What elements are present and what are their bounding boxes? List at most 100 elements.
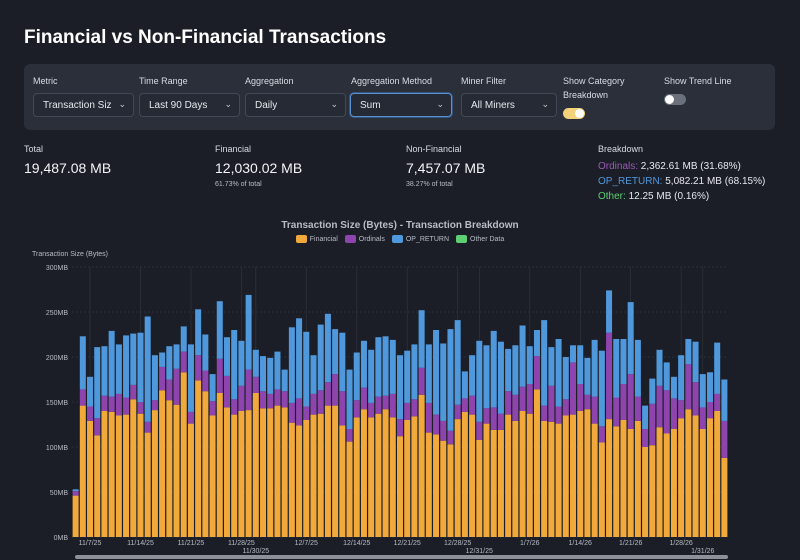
bar-financial: [584, 409, 591, 537]
bar-financial: [288, 422, 295, 537]
bar-ordinals: [94, 418, 101, 436]
bar-financial: [296, 425, 303, 537]
bar-financial: [505, 414, 512, 537]
bar-ordinals: [411, 399, 418, 417]
bar-financial: [151, 410, 158, 537]
bar-ordinals: [267, 393, 274, 409]
legend-item-other-data[interactable]: Other Data: [456, 235, 504, 243]
bar-op-return: [353, 352, 360, 401]
bar-ordinals: [389, 393, 396, 418]
bar-op-return: [570, 345, 577, 363]
bar-financial: [144, 432, 151, 537]
bar-op-return: [389, 339, 396, 394]
legend-item-ordinals[interactable]: Ordinals: [344, 235, 385, 243]
bar-ordinals: [418, 367, 425, 395]
other-value: 12.25 MB (0.16%): [628, 191, 710, 202]
bar-ordinals: [620, 384, 627, 420]
bar-op-return: [267, 357, 274, 394]
bar-financial: [570, 414, 577, 537]
bar-ordinals: [288, 402, 295, 423]
miner-filter-select[interactable]: All Miners ⌄: [461, 93, 557, 117]
aggregation-select[interactable]: Daily ⌄: [245, 93, 346, 117]
chevron-down-icon: ⌄: [436, 99, 444, 109]
bar-financial: [642, 447, 649, 537]
bar-ordinals: [627, 374, 634, 429]
aggregation-method-select[interactable]: Sum ⌄: [350, 93, 452, 117]
bar-ordinals: [360, 387, 367, 410]
legend-item-op-return[interactable]: OP_RETURN: [391, 235, 449, 243]
trend-line-toggle[interactable]: [664, 94, 686, 105]
bar-op-return: [490, 330, 497, 408]
bar-ordinals: [699, 407, 706, 429]
ordinals-name: Ordinals:: [598, 161, 639, 172]
stat-value: 12,030.02 MB: [215, 160, 303, 176]
stat-label: Total: [24, 144, 44, 154]
bar-financial: [260, 408, 267, 537]
bar-financial: [245, 410, 252, 537]
bar-op-return: [339, 332, 346, 392]
x-tick-label: 12/28/25: [444, 540, 471, 547]
bar-ordinals: [281, 391, 288, 408]
bar-financial: [706, 418, 713, 537]
bar-ordinals: [548, 385, 555, 422]
category-breakdown-toggle[interactable]: [563, 108, 585, 119]
bar-financial: [606, 419, 613, 537]
bar-op-return: [317, 324, 324, 391]
bar-op-return: [173, 344, 180, 369]
bar-financial: [685, 409, 692, 537]
bar-financial: [115, 415, 122, 537]
bar-ordinals: [303, 406, 310, 420]
bar-ordinals: [476, 421, 483, 440]
legend-item-financial[interactable]: Financial: [295, 235, 338, 243]
bar-financial: [425, 432, 432, 537]
bar-financial: [411, 416, 418, 537]
bar-ordinals: [663, 390, 670, 434]
bar-financial: [404, 420, 411, 537]
controls-panel: Metric Transaction Size ⌄ Time Range Last…: [24, 64, 775, 130]
bar-financial: [195, 380, 202, 537]
stat-value: 19,487.08 MB: [24, 160, 112, 176]
bar-op-return: [396, 355, 404, 420]
bar-financial: [202, 391, 209, 537]
bar-op-return: [151, 355, 158, 401]
bar-op-return: [310, 355, 317, 394]
legend-label: Other Data: [470, 235, 505, 243]
bar-ordinals: [469, 395, 476, 415]
bar-op-return: [519, 325, 526, 387]
miner-filter-value: All Miners: [471, 100, 515, 111]
bar-ordinals: [425, 402, 432, 433]
bar-op-return: [404, 350, 411, 403]
chevron-down-icon: ⌄: [224, 99, 232, 109]
bar-financial: [634, 420, 641, 537]
bar-ordinals: [180, 351, 187, 373]
ordinals-value: 2,362.61 MB (31.68%): [640, 161, 741, 172]
bar-financial: [159, 390, 166, 537]
bar-financial: [368, 417, 375, 537]
bar-op-return: [346, 369, 353, 429]
y-tick-label: 200MB: [46, 355, 69, 362]
x-tick-label: 1/14/26: [569, 540, 592, 547]
bar-financial: [324, 405, 331, 537]
bar-ordinals: [526, 384, 533, 414]
bar-ordinals: [252, 376, 259, 393]
bar-op-return: [245, 294, 252, 370]
bar-op-return: [166, 346, 173, 380]
op-return-name: OP_RETURN:: [598, 176, 663, 187]
bar-ordinals: [245, 369, 252, 411]
time-range-select[interactable]: Last 90 Days ⌄: [139, 93, 240, 117]
bar-ordinals: [296, 398, 303, 426]
chart-zoom-scrollbar[interactable]: [75, 555, 728, 559]
bar-op-return: [368, 349, 375, 403]
bar-financial: [274, 405, 281, 537]
bar-financial: [310, 414, 317, 537]
bar-op-return: [137, 332, 144, 402]
bar-ordinals: [454, 404, 461, 420]
bar-op-return: [108, 330, 115, 397]
bar-financial: [447, 444, 454, 537]
bar-ordinals: [368, 402, 375, 418]
bar-financial: [577, 411, 584, 537]
x-tick-label: 1/28/26: [669, 540, 692, 547]
metric-select[interactable]: Transaction Size ⌄: [33, 93, 134, 117]
bar-ordinals: [598, 426, 605, 443]
bar-ordinals: [447, 430, 454, 445]
